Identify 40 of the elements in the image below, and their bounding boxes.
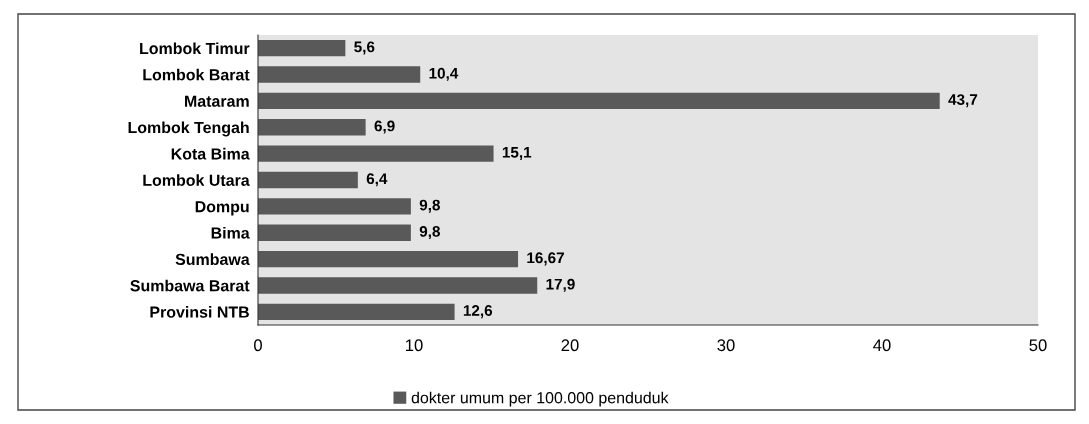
data-label: 10,4: [429, 67, 459, 81]
x-tick-label: 10: [406, 339, 423, 352]
legend-label: dokter umum per 100.000 penduduk: [411, 391, 669, 407]
data-label: 9,8: [419, 199, 440, 213]
bar: [258, 171, 358, 189]
y-tick-label: Kota Bima: [171, 147, 250, 160]
y-tick-label: Sumbawa Barat: [130, 279, 250, 292]
data-label: 17,9: [546, 278, 575, 292]
bar: [258, 303, 455, 320]
y-tick-label: Lombok Barat: [143, 68, 250, 81]
bar: [258, 224, 411, 241]
data-label: 9,8: [419, 226, 440, 240]
data-label: 6,9: [374, 120, 395, 134]
bar: [258, 250, 519, 268]
data-label: 43,7: [948, 94, 978, 108]
data-label: 15,1: [502, 147, 532, 160]
x-tick-label: 0: [254, 339, 262, 352]
data-label: 6,4: [366, 173, 388, 187]
y-tick-label: Dompu: [195, 201, 249, 216]
data-label: 16,67: [527, 252, 564, 266]
y-tick-label: Provinsi NTB: [150, 306, 249, 318]
bar: [258, 119, 366, 136]
x-tick-label: 20: [561, 339, 579, 352]
bar: [258, 198, 411, 215]
data-label: 12,6: [463, 305, 493, 319]
bar: [258, 145, 494, 162]
y-tick-label: Lombok Timur: [140, 42, 250, 55]
bar: [258, 277, 538, 294]
x-tick-label: 30: [717, 339, 735, 352]
bar: [258, 66, 421, 83]
y-tick-label: Sumbawa: [175, 253, 250, 266]
x-tick-label: 40: [873, 339, 891, 352]
y-tick-label: Bima: [211, 226, 250, 239]
x-tick-label: 50: [1029, 339, 1047, 352]
bar: [258, 40, 346, 57]
bar: [258, 92, 940, 110]
y-tick-label: Lombok Tengah: [128, 121, 249, 137]
data-label: 5,6: [354, 41, 375, 55]
y-tick-label: Lombok Utara: [143, 174, 250, 186]
y-tick-label: Mataram: [185, 95, 249, 107]
